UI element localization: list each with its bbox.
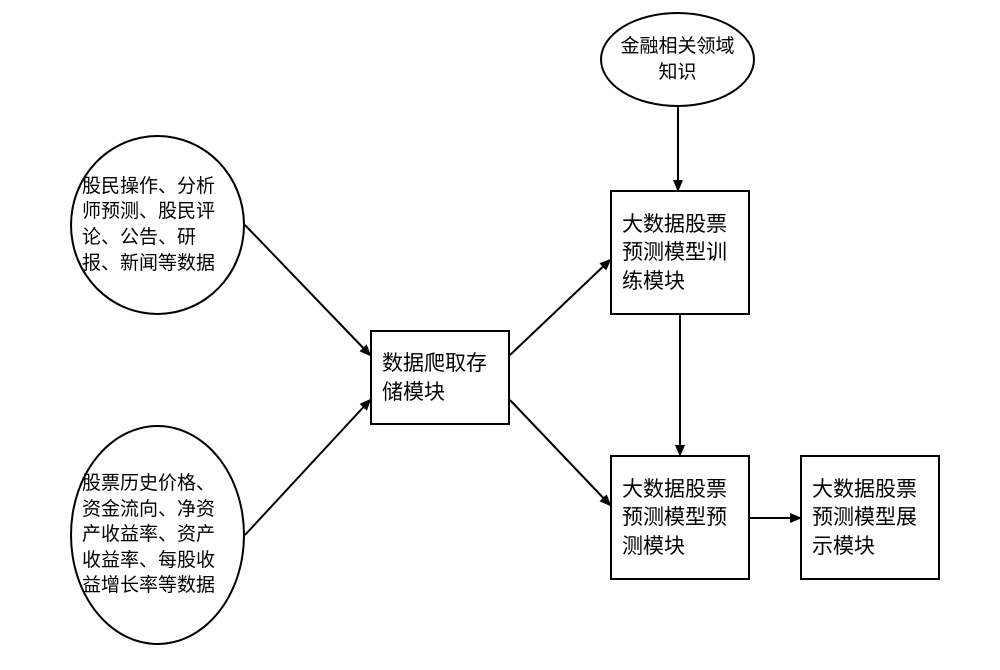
node-finance-knowledge: 金融相关领域知识 (600, 12, 755, 107)
node-label: 股票历史价格、资金流向、净资产收益率、资产收益率、每股收益增长率等数据 (72, 465, 243, 605)
node-label: 数据爬取存储模块 (372, 343, 508, 412)
node-label: 大数据股票预测模型展示模块 (802, 469, 938, 566)
edge-arrow (510, 260, 610, 355)
node-source-behavior: 股民操作、分析师预测、股民评论、公告、研报、新闻等数据 (70, 135, 245, 315)
edge-arrow (510, 400, 610, 505)
node-label: 金融相关领域知识 (602, 28, 753, 91)
node-model-display: 大数据股票预测模型展示模块 (800, 455, 940, 580)
node-label: 大数据股票预测模型训练模块 (612, 204, 748, 301)
node-model-prediction: 大数据股票预测模型预测模块 (610, 455, 750, 580)
node-label: 股民操作、分析师预测、股民评论、公告、研报、新闻等数据 (72, 168, 243, 283)
node-label: 大数据股票预测模型预测模块 (612, 469, 748, 566)
node-model-training: 大数据股票预测模型训练模块 (610, 190, 750, 315)
node-source-history: 股票历史价格、资金流向、净资产收益率、资产收益率、每股收益增长率等数据 (70, 425, 245, 645)
edge-arrow (245, 225, 370, 355)
edge-arrow (245, 400, 370, 535)
node-data-crawler-storage: 数据爬取存储模块 (370, 330, 510, 425)
diagram-canvas: 金融相关领域知识 股民操作、分析师预测、股民评论、公告、研报、新闻等数据 股票历… (0, 0, 1000, 670)
